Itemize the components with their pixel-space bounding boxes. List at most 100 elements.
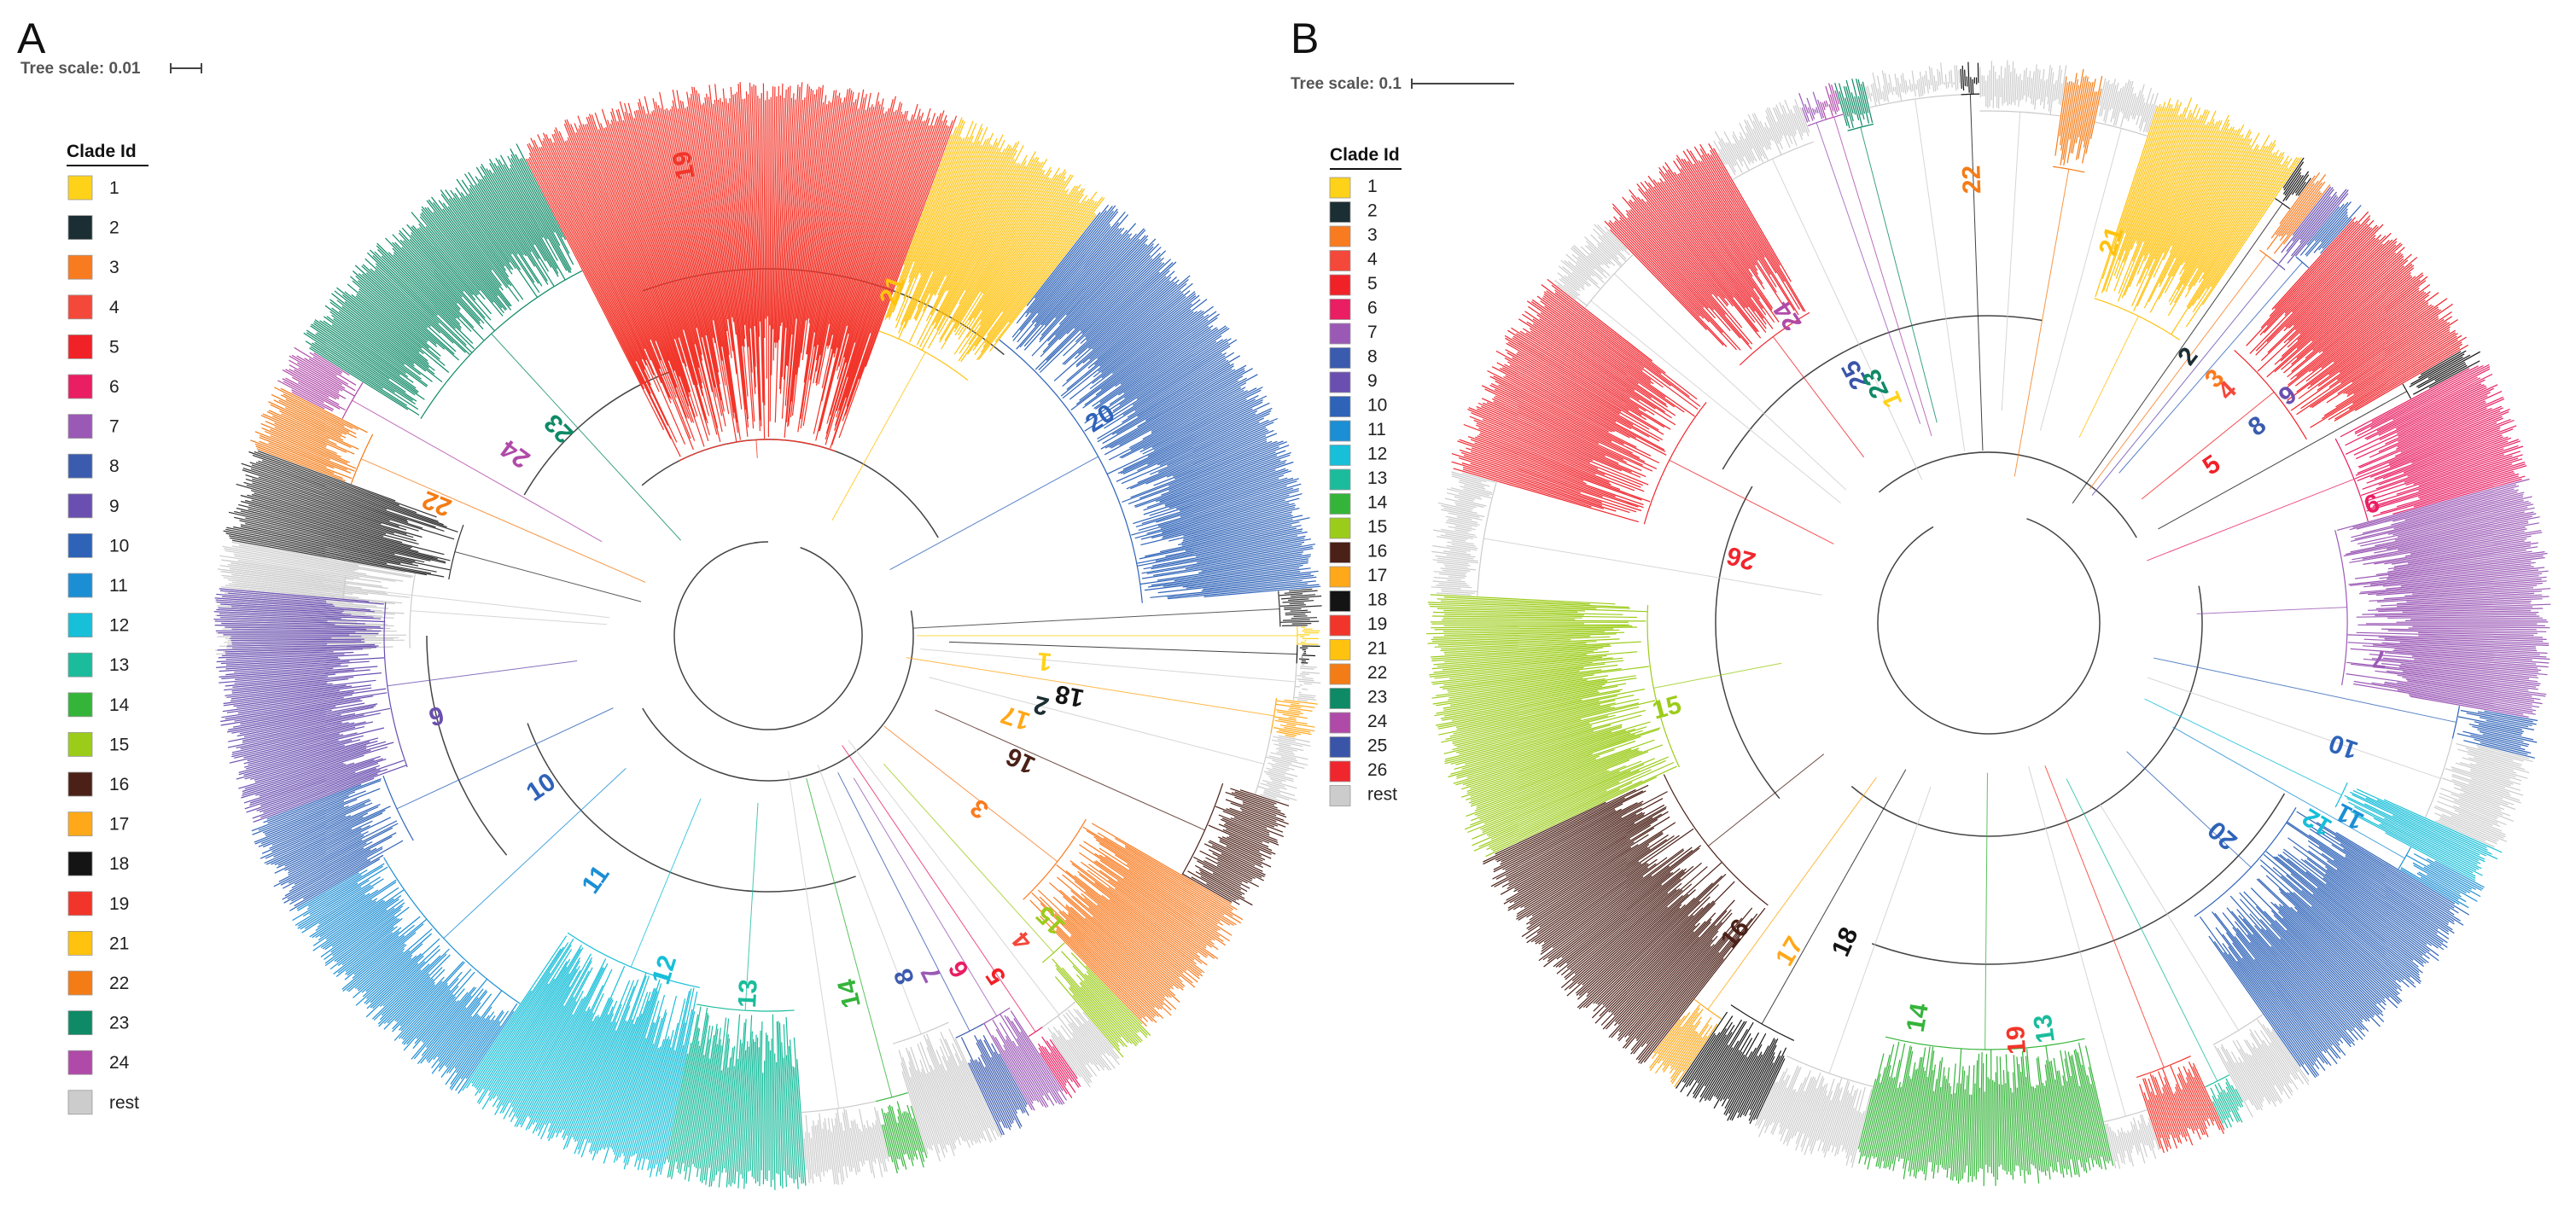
- legend-item: 10: [67, 533, 129, 558]
- clade-sector: [889, 204, 1321, 603]
- legend-swatch: [67, 334, 93, 359]
- clade-sector: [788, 771, 889, 1185]
- clade-stem: [1915, 98, 1966, 451]
- legend-swatch: [67, 771, 93, 797]
- legend-swatch: [67, 175, 93, 201]
- legend-label: 6: [109, 377, 119, 397]
- clade-stem: [2147, 677, 2441, 779]
- clade-label: 5: [981, 963, 1012, 990]
- clade-connector: [1869, 94, 1961, 108]
- legend-swatch: [1329, 250, 1351, 271]
- clade-label: 2: [1031, 689, 1052, 720]
- clade-branches: [2340, 364, 2527, 517]
- clade-stem: [2028, 765, 2126, 1117]
- legend-item: 10: [1329, 396, 1387, 417]
- clade-sector: [251, 707, 614, 911]
- legend-label: 14: [109, 695, 130, 715]
- legend-item: 4: [1329, 250, 1378, 271]
- clade-connector: [383, 857, 521, 1004]
- panel-a-letter: A: [17, 15, 46, 62]
- clade-stem: [1772, 336, 1865, 458]
- clade-connector: [2334, 530, 2348, 686]
- legend-label: rest: [1367, 785, 1397, 805]
- legend-label: 15: [109, 735, 129, 754]
- legend-item: 26: [1329, 760, 1387, 782]
- clade-branches: [2282, 157, 2311, 202]
- clade-connector: [878, 330, 969, 381]
- clade-stem: [2089, 254, 2267, 490]
- clade-branches: [223, 451, 458, 578]
- clade-label: 16: [1002, 742, 1040, 779]
- clade-stem: [788, 771, 840, 1108]
- clade-branches: [2210, 1078, 2244, 1129]
- clade-stem: [1590, 300, 1841, 503]
- clade-stem: [2118, 262, 2303, 474]
- clade-connector: [679, 439, 836, 462]
- clade-stem: [2044, 765, 2165, 1068]
- clade-stem: [1984, 772, 1988, 1050]
- clade-branches: [2054, 68, 2103, 166]
- legend-label: 3: [109, 258, 119, 277]
- legend-label: rest: [109, 1093, 139, 1113]
- clade-connector: [1023, 818, 1087, 900]
- clade-branches: [292, 863, 518, 1094]
- clade-sector: [2153, 657, 2538, 759]
- legend-swatch: [1329, 614, 1351, 637]
- panel-a-tree-scale: Tree scale: 0.01: [20, 60, 141, 78]
- clade-stem: [1828, 786, 1932, 1074]
- legend-item: 12: [67, 613, 129, 637]
- clade-branches: [1960, 61, 1979, 95]
- clade-branches: [1257, 735, 1311, 802]
- legend-item: 19: [1329, 614, 1387, 637]
- clade-connector: [2136, 1055, 2191, 1079]
- clade-sector: [2147, 677, 2533, 848]
- legend-item: rest: [67, 1090, 139, 1115]
- clade-label: 15: [1650, 690, 1685, 725]
- legend-swatch: [67, 812, 93, 836]
- clade-connector: [2398, 846, 2411, 870]
- clade-sector: [292, 768, 627, 1094]
- clade-connector: [1807, 119, 1826, 126]
- clade-connector: [1847, 123, 1874, 131]
- clade-sector: [2066, 778, 2244, 1129]
- clade-stem: [352, 399, 603, 543]
- clade-branches: [1560, 224, 1630, 289]
- legend-swatch: [1329, 688, 1351, 709]
- clade-connector: [696, 1003, 795, 1012]
- panel-b-tree-scale: Tree scale: 0.1: [1291, 75, 1402, 93]
- legend-item: 13: [67, 652, 129, 678]
- legend-item: 23: [67, 1010, 129, 1035]
- clade-label: 13: [2029, 1013, 2060, 1045]
- clade-connector: [1042, 942, 1065, 963]
- clade-sector: [929, 677, 1311, 802]
- legend-swatch: [1329, 445, 1351, 466]
- legend-item: 18: [1329, 590, 1387, 612]
- tree-backbone-arc: [1715, 486, 1780, 800]
- clade-stem: [1815, 122, 1921, 424]
- clade-connector: [1643, 402, 1707, 525]
- legend-label: 23: [109, 1014, 129, 1033]
- clade-branches: [1052, 951, 1151, 1058]
- clade-branches: [1554, 265, 1588, 306]
- clade-connector: [2103, 1109, 2148, 1123]
- clade-branches: [667, 1006, 807, 1190]
- clade-stem: [2172, 726, 2405, 859]
- clade-stem: [935, 709, 1205, 831]
- clade-connector: [2259, 249, 2273, 260]
- clade-sector: [525, 82, 958, 462]
- clade-label: 7: [2371, 644, 2388, 673]
- legend-label: 25: [1367, 736, 1387, 756]
- clade-sector: [462, 798, 702, 1178]
- legend-label: 7: [1367, 323, 1378, 342]
- clade-label: 17: [1770, 932, 1809, 971]
- clade-connector: [1477, 481, 1497, 596]
- clade-sector: [250, 387, 646, 583]
- legend-swatch: [67, 692, 93, 718]
- legend-swatch: [1329, 347, 1351, 369]
- clade-connector: [1584, 293, 1597, 308]
- clade-stem: [1761, 769, 1907, 1025]
- clade-label: 18: [1827, 923, 1864, 961]
- clade-branches: [983, 1010, 1068, 1111]
- clade-label: 19: [2002, 1025, 2031, 1056]
- clade-connector: [420, 270, 583, 419]
